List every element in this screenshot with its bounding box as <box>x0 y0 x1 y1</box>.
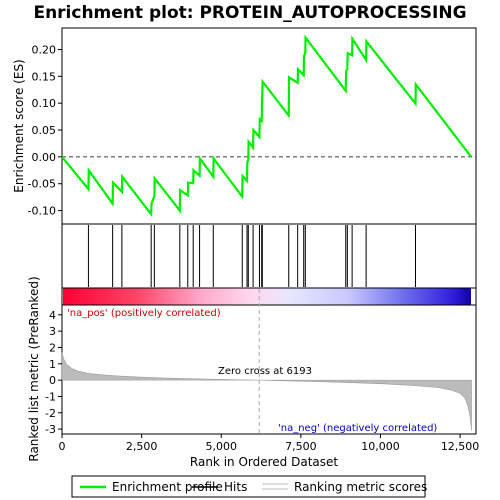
metric-y-tick-label: -3 <box>45 423 56 436</box>
metric-y-tick-label: 4 <box>49 309 56 322</box>
es-y-tick-label: 0.20 <box>32 43 57 56</box>
es-y-tick-label: -0.05 <box>28 178 56 191</box>
metric-y-tick-label: 0 <box>49 374 56 387</box>
es-y-tick-label: 0.05 <box>32 124 57 137</box>
chart-title: Enrichment plot: PROTEIN_AUTOPROCESSING <box>33 3 466 23</box>
x-tick-label: 7,500 <box>285 440 317 453</box>
pos-label: 'na_pos' (positively correlated) <box>67 308 221 319</box>
metric-y-tick-label: 1 <box>49 358 56 371</box>
es-y-tick-label: 0.00 <box>32 151 57 164</box>
es-y-tick-label: 0.10 <box>32 97 57 110</box>
x-tick-label: 5,000 <box>205 440 237 453</box>
metric-y-tick-label: -1 <box>45 390 56 403</box>
es-panel-frame <box>62 28 476 224</box>
x-tick-label: 2,500 <box>126 440 158 453</box>
x-tick-label: 0 <box>59 440 66 453</box>
legend-label: Hits <box>224 480 247 494</box>
metric-y-tick-label: 2 <box>49 341 56 354</box>
legend-label: Ranking metric scores <box>294 480 427 494</box>
neg-label: 'na_neg' (negatively correlated) <box>278 423 437 434</box>
metric-y-axis-ticks: -3 -2 -1 0 1 2 3 4 <box>45 309 62 436</box>
x-tick-label: 10,000 <box>361 440 400 453</box>
es-y-axis-ticks: -0.10 -0.05 0.00 0.05 0.10 0.15 0.20 <box>28 43 62 217</box>
x-axis-label: Rank in Ordered Dataset <box>190 455 338 469</box>
es-y-axis-label: Enrichment score (ES) <box>12 59 26 192</box>
zero-cross-label: Zero cross at 6193 <box>218 366 312 377</box>
metric-y-tick-label: 3 <box>49 325 56 338</box>
rank-color-bar <box>63 288 471 305</box>
x-tick-label: 12,500 <box>441 440 480 453</box>
metric-y-axis-label: Ranked list metric (PreRanked) <box>27 276 41 461</box>
es-y-tick-label: 0.15 <box>32 70 57 83</box>
hits-panel-frame <box>62 224 476 288</box>
es-y-tick-label: -0.10 <box>28 205 56 218</box>
metric-y-tick-label: -2 <box>45 407 56 420</box>
x-axis-ticks: 0 2,500 5,000 7,500 10,000 12,500 <box>59 434 480 453</box>
